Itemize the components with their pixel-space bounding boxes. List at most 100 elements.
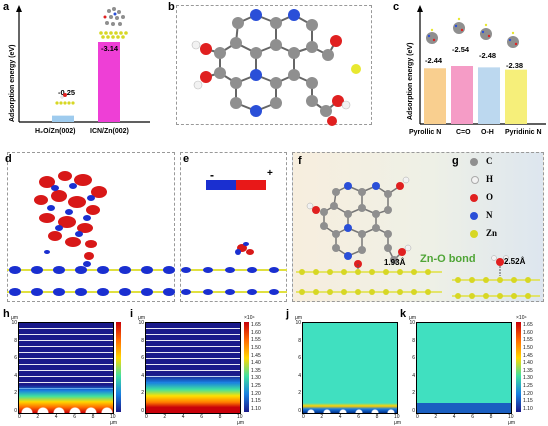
panel-label-i: i: [130, 308, 134, 320]
y-ticks-j: 10 8 6 4 2 0: [295, 320, 301, 414]
colorbar-ticks-i: 1.65 1.60 1.55 1.50 1.45 1.40 1.35 1.30 1.25 1.20…: [251, 322, 271, 412]
tick-label: 0: [141, 408, 144, 414]
panel-label-h: h: [3, 308, 10, 320]
tick-label: 2: [163, 414, 167, 420]
colorbar-exp-k: ×10⁴: [516, 315, 527, 321]
value-label-c-3: -2.38: [506, 61, 524, 70]
sim-plot-j: [302, 322, 398, 414]
colorbar-tick: 1.25: [251, 383, 261, 390]
category-label-c-1: C=O: [456, 129, 471, 136]
tick-label: 4: [14, 372, 17, 379]
bar-c-3: [505, 69, 527, 124]
tick-label: 10: [11, 320, 17, 326]
panel-label-b: b: [168, 1, 175, 13]
tick-label: 0: [18, 414, 21, 420]
tick-label: 4: [54, 414, 58, 420]
x-ticks-h: 0 2 4 6 8 10 μm: [18, 414, 117, 426]
panel-b-frame: [176, 5, 372, 125]
tick-label: 0: [145, 414, 148, 420]
legend-swatch-zn: [470, 230, 478, 238]
colorbar-tick: 1.40: [251, 360, 261, 367]
tick-label: 6: [357, 414, 360, 420]
bond-length-1: 1.93Å: [384, 258, 406, 267]
x-ticks-i: 0 2 4 6 8 10 μm: [145, 414, 244, 426]
panel-label-f: f: [298, 155, 302, 167]
colorbar-tick: 1.40: [523, 360, 533, 367]
y-ticks-h: 10 8 6 4 2 0: [11, 320, 17, 414]
unit-label-h: μm: [11, 315, 19, 321]
tick-label: 10 μm: [237, 414, 245, 426]
tick-label: 10 μm: [394, 414, 402, 426]
charge-density-d: [7, 171, 175, 296]
tick-label: 2: [434, 414, 438, 420]
legend-swatch-h: [471, 176, 479, 184]
colorbar-tick: 1.50: [251, 344, 261, 351]
tick-label: 8: [91, 414, 95, 420]
colorbar-tick: 1.20: [251, 390, 261, 397]
panel-fg-background: [292, 152, 544, 302]
colorbar-tick: 1.30: [251, 375, 261, 382]
colorbar-tick: 1.45: [251, 352, 261, 359]
category-label-c-2: O-H: [481, 129, 494, 136]
tick-label: 8: [14, 337, 17, 344]
tick-label: 2: [141, 390, 144, 397]
icn-molecule-structure: [191, 9, 361, 126]
bar-a-0: [52, 115, 74, 122]
tick-label: 8: [375, 414, 379, 420]
tick-label: 6: [412, 355, 415, 362]
tick-label: 8: [412, 337, 415, 344]
tick-label: 4: [452, 414, 456, 420]
colorbar-tick: 1.60: [523, 329, 533, 336]
legend-label-o: O: [486, 192, 494, 202]
sim-plot-h: [18, 322, 114, 414]
colorbar-h: [116, 322, 121, 412]
colorbar-tick: 1.55: [251, 337, 261, 344]
icn-on-zn-icon: [99, 7, 128, 39]
panel-d-frame: [7, 152, 175, 302]
x-ticks-j: 0 2 4 6 8 10 μm: [302, 414, 401, 426]
tick-label: 10: [138, 320, 144, 326]
bar-chart-c: [417, 5, 546, 125]
panel-label-g: g: [452, 155, 459, 167]
bar-chart-a: [16, 5, 150, 123]
panel-label-c: c: [393, 1, 400, 13]
tick-label: 6: [73, 414, 76, 420]
colorbar-tick: 1.15: [251, 398, 261, 405]
category-label-a-1: ICN/Zn(002): [90, 128, 129, 135]
colorbar-tick: 1.60: [251, 329, 261, 336]
tick-label: 2: [320, 414, 324, 420]
colorbar-tick: 1.55: [523, 337, 533, 344]
colorbar-tick: 1.65: [523, 322, 533, 328]
tick-label: 8: [218, 414, 222, 420]
legend-label-h: H: [486, 174, 494, 184]
panel-label-k: k: [400, 308, 407, 320]
bar-c-0: [424, 68, 446, 124]
tick-label: 8: [298, 337, 301, 344]
bar-c-1: [451, 66, 473, 124]
tick-label: 2: [14, 390, 17, 397]
legend-swatch-o: [470, 194, 478, 202]
plus-sign: +: [267, 168, 273, 179]
panel-label-a: a: [3, 1, 10, 13]
colorbar-tick: 1.20: [523, 390, 533, 397]
panel-label-j: j: [286, 308, 290, 320]
value-label-c-1: -2.54: [452, 45, 470, 54]
colorbar-tick: 1.15: [523, 398, 533, 405]
sim-plot-k: [416, 322, 512, 414]
x-ticks-k: 0 2 4 6 8 10 μm: [416, 414, 515, 426]
bond-length-2: 2.52Å: [504, 257, 526, 266]
colorbar-tick: 1.65: [251, 322, 261, 328]
value-label-c-0: -2.44: [425, 56, 443, 65]
tick-label: 6: [200, 414, 203, 420]
value-label-a-1: -3.14: [101, 44, 119, 53]
tick-label: 4: [298, 372, 301, 379]
axis-label-c: Adsorption energy (eV): [407, 42, 414, 120]
zn-o-bond-structure: [296, 176, 540, 299]
value-label-c-2: -2.48: [479, 51, 497, 60]
molecule-icons-c: [426, 17, 519, 48]
tick-label: 6: [471, 414, 474, 420]
panel-e-frame: [180, 152, 287, 302]
tick-label: 10: [409, 320, 415, 326]
tick-label: 4: [338, 414, 342, 420]
tick-label: 0: [298, 408, 301, 414]
